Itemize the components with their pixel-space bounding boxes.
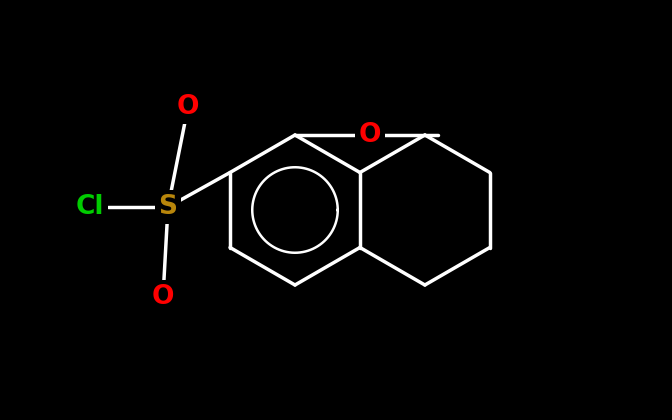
Text: Cl: Cl [76, 194, 104, 220]
Text: S: S [159, 194, 177, 220]
Text: O: O [152, 284, 174, 310]
Text: O: O [177, 94, 200, 120]
Text: O: O [359, 122, 381, 148]
